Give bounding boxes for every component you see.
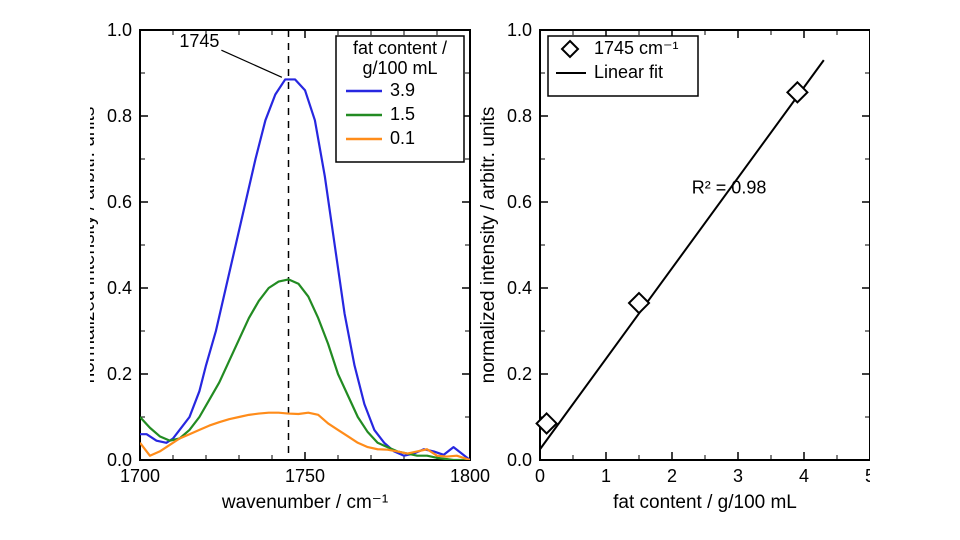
svg-text:0.2: 0.2 bbox=[507, 364, 532, 384]
figure-svg: 1700175018000.00.20.40.60.81.0wavenumber… bbox=[90, 15, 870, 525]
svg-text:3.9: 3.9 bbox=[390, 80, 415, 100]
svg-text:0.4: 0.4 bbox=[507, 278, 532, 298]
svg-text:wavenumber / cm⁻¹: wavenumber / cm⁻¹ bbox=[221, 492, 388, 513]
svg-text:fat content / g/100 mL: fat content / g/100 mL bbox=[613, 492, 797, 513]
svg-text:3: 3 bbox=[733, 466, 743, 486]
svg-text:0.0: 0.0 bbox=[507, 450, 532, 470]
svg-text:fat content /: fat content / bbox=[353, 38, 447, 58]
svg-text:g/100 mL: g/100 mL bbox=[362, 58, 437, 78]
svg-text:0.6: 0.6 bbox=[507, 192, 532, 212]
svg-text:R² = 0.98: R² = 0.98 bbox=[692, 177, 767, 197]
svg-text:0.6: 0.6 bbox=[107, 192, 132, 212]
svg-text:0.1: 0.1 bbox=[390, 128, 415, 148]
svg-text:4: 4 bbox=[799, 466, 809, 486]
svg-text:1.5: 1.5 bbox=[390, 104, 415, 124]
svg-text:0.8: 0.8 bbox=[507, 106, 532, 126]
svg-text:normalized intensity / arbitr.: normalized intensity / arbitr. units bbox=[90, 107, 99, 384]
svg-text:0.8: 0.8 bbox=[107, 106, 132, 126]
svg-text:0: 0 bbox=[535, 466, 545, 486]
svg-text:1: 1 bbox=[601, 466, 611, 486]
svg-text:2: 2 bbox=[667, 466, 677, 486]
svg-text:0.0: 0.0 bbox=[107, 450, 132, 470]
svg-text:1800: 1800 bbox=[450, 466, 490, 486]
svg-text:0.4: 0.4 bbox=[107, 278, 132, 298]
svg-text:1750: 1750 bbox=[285, 466, 325, 486]
svg-text:0.2: 0.2 bbox=[107, 364, 132, 384]
svg-text:normalized intensity / arbitr.: normalized intensity / arbitr. units bbox=[478, 107, 499, 384]
svg-text:Linear fit: Linear fit bbox=[594, 62, 663, 82]
svg-text:5: 5 bbox=[865, 466, 870, 486]
svg-text:1745 cm⁻¹: 1745 cm⁻¹ bbox=[594, 38, 679, 58]
figure-container: 1700175018000.00.20.40.60.81.0wavenumber… bbox=[90, 15, 870, 525]
svg-text:1.0: 1.0 bbox=[507, 20, 532, 40]
svg-text:1745: 1745 bbox=[179, 31, 219, 51]
svg-text:1.0: 1.0 bbox=[107, 20, 132, 40]
